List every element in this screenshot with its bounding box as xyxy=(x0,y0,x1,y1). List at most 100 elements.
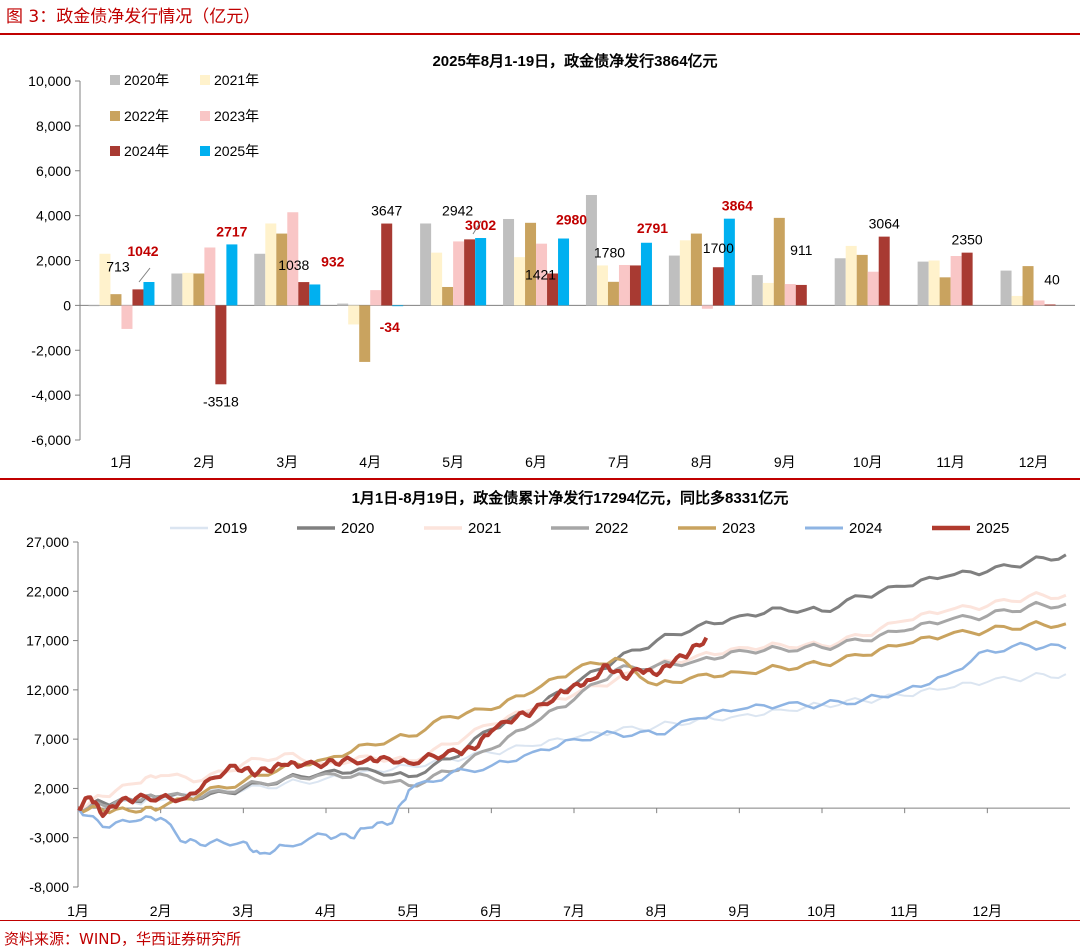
data-label-2025: 2980 xyxy=(556,212,587,228)
line-x-tick-label: 3月 xyxy=(232,903,254,919)
line-x-tick-label: 1月 xyxy=(67,903,89,919)
bar-y-tick-label: 2,000 xyxy=(36,253,71,269)
source-note: 资料来源：WIND，华西证券研究所 xyxy=(4,930,242,948)
bar-x-tick-label: 9月 xyxy=(774,454,796,470)
line-y-tick-label: 2,000 xyxy=(34,780,69,796)
line-x-tick-label: 10月 xyxy=(807,903,837,919)
bottom-rule xyxy=(0,920,1080,921)
bar-2023年 xyxy=(950,256,962,306)
legend-label-2021: 2021 xyxy=(468,520,501,537)
bar-2022年 xyxy=(359,305,371,362)
legend-swatch-2024年 xyxy=(110,146,120,156)
line-y-tick-label: 22,000 xyxy=(26,583,69,599)
data-label-2024: -3518 xyxy=(203,393,239,409)
legend-label-2023: 2023 xyxy=(722,520,755,537)
legend-label-2024年: 2024年 xyxy=(124,143,169,159)
legend-label-2025年: 2025年 xyxy=(214,143,259,159)
bar-chart-title: 2025年8月1-19日，政金债净发行3864亿元 xyxy=(432,52,717,70)
line-y-tick-label: 12,000 xyxy=(26,682,69,698)
data-label-2024: 1038 xyxy=(278,257,309,273)
bar-2025年 xyxy=(475,238,487,306)
bar-2024年 xyxy=(1044,304,1056,306)
bar-2021年 xyxy=(845,245,857,306)
figure-title: 图 3：政金债净发行情况（亿元） xyxy=(6,7,261,27)
legend-swatch-2023年 xyxy=(200,111,210,121)
bar-2024年 xyxy=(298,282,310,306)
leader-line xyxy=(138,267,151,283)
bar-2024年 xyxy=(215,305,227,385)
bar-2024年 xyxy=(961,252,973,306)
line-y-tick-label: 27,000 xyxy=(26,534,69,550)
bar-2024年 xyxy=(547,273,559,306)
bar-2021年 xyxy=(265,223,277,306)
bar-2023年 xyxy=(618,264,630,306)
bar-2020年 xyxy=(337,303,349,306)
data-label-2024: 713 xyxy=(106,258,130,274)
bar-2022年 xyxy=(1022,266,1034,306)
middle-rule xyxy=(0,478,1080,480)
data-label-2024: 1780 xyxy=(594,244,625,260)
bar-2023年 xyxy=(784,284,796,306)
data-label-2025: 3864 xyxy=(722,198,753,214)
bar-x-tick-label: 10月 xyxy=(853,454,883,470)
data-label-2024: 1421 xyxy=(525,266,556,282)
bar-y-tick-label: -6,000 xyxy=(31,432,71,448)
bar-x-tick-label: 6月 xyxy=(525,454,547,470)
bar-2022年 xyxy=(193,273,205,306)
bar-2020年 xyxy=(503,218,515,306)
bar-y-tick-label: 0 xyxy=(63,297,71,313)
legend-label-2021年: 2021年 xyxy=(214,72,259,88)
bar-x-tick-label: 3月 xyxy=(276,454,298,470)
line-x-tick-label: 6月 xyxy=(480,903,502,919)
bar-y-tick-label: 10,000 xyxy=(28,73,71,89)
bar-2024年 xyxy=(712,267,724,306)
bar-2021年 xyxy=(99,253,111,306)
data-label-2025: -34 xyxy=(380,319,400,335)
bar-2025年 xyxy=(723,218,735,306)
bar-2021年 xyxy=(762,282,774,306)
bar-2022年 xyxy=(690,233,702,306)
legend-label-2020年: 2020年 xyxy=(124,72,169,88)
line-y-tick-label: -3,000 xyxy=(29,830,69,846)
bar-x-tick-label: 12月 xyxy=(1019,454,1049,470)
bar-2022年 xyxy=(856,254,868,306)
bar-y-tick-label: 8,000 xyxy=(36,118,71,134)
line-chart: 1月1日-8月19日，政金债累计净发行17294亿元，同比多8331亿元 -8,0… xyxy=(26,489,1070,919)
line-x-tick-label: 9月 xyxy=(728,903,750,919)
top-rule xyxy=(0,33,1080,35)
leader-line xyxy=(472,220,482,235)
bar-2023年 xyxy=(453,241,465,306)
line-chart-title: 1月1日-8月19日，政金债累计净发行17294亿元，同比多8331亿元 xyxy=(352,489,789,507)
bar-x-tick-label: 4月 xyxy=(359,454,381,470)
bar-2025年 xyxy=(309,284,321,306)
bar-2023年 xyxy=(204,247,216,306)
bar-2020年 xyxy=(420,223,432,306)
bar-2023年 xyxy=(370,290,382,306)
bar-2025年 xyxy=(143,281,155,306)
bar-x-tick-label: 8月 xyxy=(691,454,713,470)
bar-2025年 xyxy=(392,305,404,307)
data-label-2024: 3647 xyxy=(371,203,402,219)
data-label-2024: 3064 xyxy=(869,216,900,232)
legend-label-2022: 2022 xyxy=(595,520,628,537)
bar-2023年 xyxy=(536,243,548,306)
line-x-tick-label: 12月 xyxy=(973,903,1003,919)
data-label-2024: 911 xyxy=(790,242,813,258)
data-label-2024: 1700 xyxy=(703,240,734,256)
legend-label-2023年: 2023年 xyxy=(214,108,259,124)
legend-swatch-2025年 xyxy=(200,146,210,156)
bar-x-tick-label: 11月 xyxy=(936,454,965,470)
line-x-tick-label: 2月 xyxy=(150,903,172,919)
legend-swatch-2020年 xyxy=(110,75,120,85)
legend-label-2019: 2019 xyxy=(214,520,247,537)
bar-2022年 xyxy=(773,217,785,306)
series-line-2024 xyxy=(76,641,1067,856)
bar-2024年 xyxy=(795,284,807,306)
bar-2022年 xyxy=(939,277,951,306)
bar-2021年 xyxy=(1011,295,1023,306)
line-x-tick-label: 8月 xyxy=(646,903,668,919)
bar-2020年 xyxy=(171,273,183,306)
bar-2021年 xyxy=(348,305,360,325)
bar-2024年 xyxy=(132,289,144,306)
legend-swatch-2022年 xyxy=(110,111,120,121)
